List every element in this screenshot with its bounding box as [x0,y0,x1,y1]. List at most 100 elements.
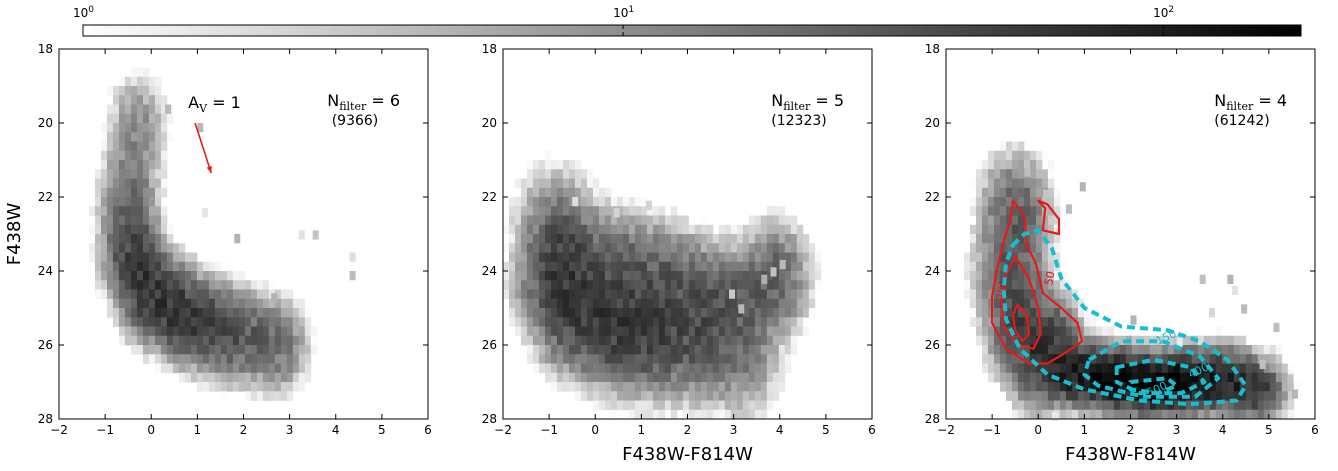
density-bin [130,113,138,124]
density-bin [208,298,216,309]
density-bin [503,280,510,290]
density-bin [652,345,660,355]
density-bin [963,280,971,290]
density-bin [100,271,108,281]
density-bin [1273,322,1280,333]
y-tick-label: 20 [482,116,497,130]
density-bin [160,169,168,179]
density-bin [706,382,714,392]
density-bin [232,345,240,355]
density-bin [118,289,126,300]
density-bin [1042,189,1049,199]
density-bin [610,382,618,392]
density-bin [706,326,714,337]
density-bin [544,215,552,226]
density-bin [136,206,144,216]
density-bin [148,252,156,263]
density-bin [172,335,180,346]
density-bin [981,354,989,364]
density-bin [1239,400,1247,411]
density-bin [520,317,528,327]
density-bin [987,345,995,355]
density-bin [1011,178,1019,189]
density-bin [256,345,264,355]
density-bin [1071,345,1079,355]
density-bin [628,354,636,364]
density-bin [538,160,546,170]
density-bin [166,243,174,253]
density-bin [718,271,726,281]
density-bin [238,326,246,337]
density-bin [214,289,222,300]
density-bin [1089,317,1097,327]
density-bin [628,224,636,235]
density-bin [754,224,762,235]
density-bin [130,95,138,105]
density-bin [1005,224,1013,235]
density-bin [718,298,726,309]
density-bin [244,372,252,383]
density-bin [550,308,558,318]
density-bin [148,206,156,216]
density-bin [975,298,983,309]
density-bin [184,372,192,383]
density-bin [634,224,642,235]
density-bin [1053,400,1061,411]
density-bin [292,372,300,383]
y-tick-label: 28 [38,412,53,426]
density-bin [616,335,624,346]
y-tick-label: 22 [38,190,53,204]
density-bin [658,372,666,383]
density-bin [1029,224,1037,235]
density-bin [1257,409,1265,420]
density-bin [604,243,612,253]
density-bin [238,382,246,392]
density-bin [1191,345,1199,355]
density-bin [784,354,792,364]
density-bin [94,289,102,300]
density-bin [503,215,510,226]
density-bin [520,187,528,198]
density-bin [622,308,630,318]
density-bin [304,326,312,337]
density-bin [742,382,750,392]
density-bin [244,382,252,392]
density-bin [208,289,216,300]
density-bin [526,345,534,355]
density-bin [1101,409,1109,420]
density-bin [190,363,198,374]
density-bin [280,298,288,309]
density-bin [724,298,732,309]
density-bin [124,298,132,309]
density-bin [700,335,708,346]
density-bin [1011,215,1019,226]
density-bin [1137,382,1145,392]
density-bin [160,132,168,142]
density-bin [652,280,660,290]
density-bin [160,104,168,115]
density-bin [604,252,612,263]
colorbar-ticks: 100 101 102 [73,5,1174,36]
density-bin [142,86,150,96]
density-bin [1023,409,1031,420]
density-bin [244,354,252,364]
density-bin [640,298,648,309]
density-bin [1263,400,1271,411]
density-bin [670,335,678,346]
density-bin [508,243,516,253]
density-bin [580,335,588,346]
density-bin [1089,345,1097,355]
density-bin [766,243,774,253]
density-bin [694,363,702,374]
density-bin [760,289,768,300]
density-bin [993,335,1001,346]
density-bin [1209,345,1217,355]
density-bin [718,243,726,253]
density-bin [232,298,240,309]
density-bin [742,335,750,346]
density-bin [580,289,588,300]
density-bin [190,298,198,309]
density-bin [1035,261,1043,272]
density-bin [160,123,168,133]
density-bin [1011,354,1019,364]
